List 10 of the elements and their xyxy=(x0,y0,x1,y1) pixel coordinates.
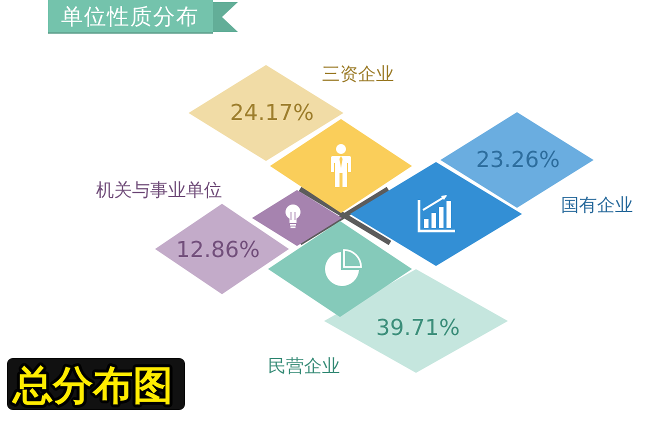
category-label: 三资企业 xyxy=(322,64,394,84)
category-label: 机关与事业单位 xyxy=(96,180,222,200)
data-label: 23.26% xyxy=(476,148,560,172)
text: 总分布图 xyxy=(11,363,173,409)
category-label: 国有企业 xyxy=(561,194,633,216)
data-label: 12.86% xyxy=(176,238,260,262)
data-label: 24.17% xyxy=(230,100,314,126)
text: 单位性质分布 xyxy=(61,4,199,30)
data-label: 39.71% xyxy=(376,316,460,340)
category-label: 民营企业 xyxy=(268,356,340,376)
